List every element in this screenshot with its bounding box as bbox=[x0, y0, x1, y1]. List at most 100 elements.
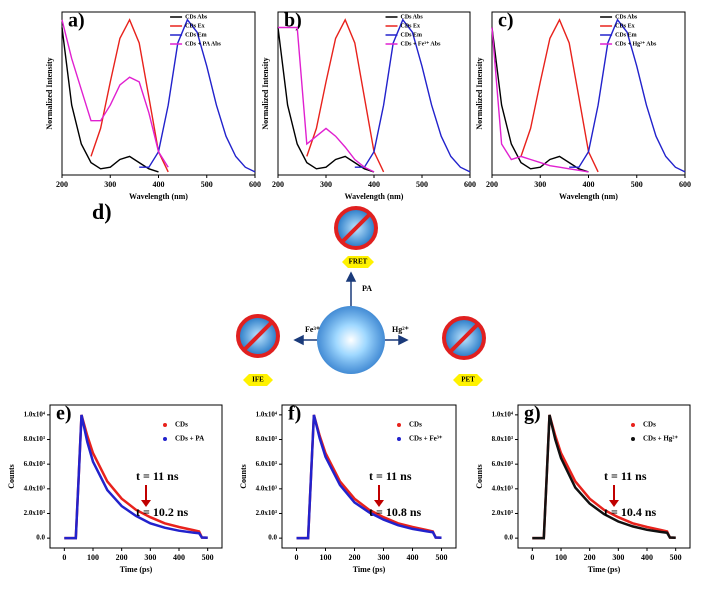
series-line bbox=[354, 18, 471, 173]
y-tick-label: 0.0 bbox=[504, 534, 513, 542]
x-tick-label: 500 bbox=[416, 180, 428, 189]
y-tick-label: 0.0 bbox=[36, 534, 45, 542]
legend-swatch bbox=[631, 423, 635, 427]
series-line bbox=[61, 27, 159, 173]
panel-label: b) bbox=[284, 10, 302, 32]
y-tick-label: 8.0x10³ bbox=[492, 435, 513, 443]
y-axis-label: Normalized Intensity bbox=[45, 57, 54, 129]
y-tick-label: 8.0x10³ bbox=[256, 435, 277, 443]
quencher: PA bbox=[362, 284, 372, 293]
legend-swatch bbox=[163, 423, 167, 427]
legend-swatch bbox=[397, 423, 401, 427]
legend-label: CDs Em bbox=[615, 32, 637, 38]
x-axis-label: Time (ps) bbox=[353, 565, 386, 574]
x-axis-label: Wavelength (nm) bbox=[345, 192, 404, 201]
x-tick-label: 400 bbox=[407, 553, 419, 562]
x-tick-label: 600 bbox=[249, 180, 261, 189]
plot-frame bbox=[517, 404, 691, 549]
legend-swatch bbox=[163, 437, 167, 441]
x-tick-label: 400 bbox=[368, 180, 380, 189]
series-line bbox=[491, 27, 589, 173]
panel-label: g) bbox=[524, 403, 541, 425]
y-tick-label: 4.0x10³ bbox=[256, 484, 277, 492]
x-tick-label: 100 bbox=[87, 553, 99, 562]
annotation: t = 10.2 ns bbox=[136, 505, 189, 519]
legend-label: CDs + Fe³⁺ bbox=[409, 435, 443, 443]
x-tick-label: 300 bbox=[320, 180, 332, 189]
x-tick-label: 500 bbox=[201, 180, 213, 189]
x-tick-label: 0 bbox=[295, 553, 299, 562]
legend-label: CDs Abs bbox=[185, 14, 208, 20]
legend-label: CDs + Hg²⁺ Abs bbox=[615, 40, 657, 47]
panel-label: a) bbox=[68, 10, 85, 32]
x-axis-label: Wavelength (nm) bbox=[559, 192, 618, 201]
x-tick-label: 500 bbox=[631, 180, 643, 189]
x-axis-label: Time (ps) bbox=[588, 565, 621, 574]
plot-frame bbox=[49, 404, 223, 549]
legend-label: CDs Ex bbox=[401, 23, 421, 29]
x-tick-label: 0 bbox=[62, 553, 66, 562]
legend-label: CDs bbox=[175, 421, 188, 429]
legend-label: CDs Ex bbox=[185, 23, 205, 29]
y-tick-label: 0.0 bbox=[268, 534, 277, 542]
legend-label: CDs Abs bbox=[401, 14, 424, 20]
series-line bbox=[491, 27, 589, 173]
annotation: t = 11 ns bbox=[369, 469, 412, 483]
panel-label: e) bbox=[56, 403, 72, 425]
x-tick-label: 300 bbox=[378, 553, 390, 562]
annotation: t = 10.8 ns bbox=[369, 505, 422, 519]
y-tick-label: 6.0x10³ bbox=[492, 460, 513, 468]
y-tick-label: 8.0x10³ bbox=[24, 435, 45, 443]
series-line bbox=[296, 414, 442, 540]
legend-label: CDs + PA bbox=[175, 435, 204, 443]
center-dot bbox=[317, 306, 385, 374]
legend-label: CDs + Hg²⁺ bbox=[643, 435, 678, 443]
legend-label: CDs Em bbox=[401, 32, 423, 38]
x-tick-label: 300 bbox=[144, 553, 156, 562]
x-tick-label: 300 bbox=[104, 180, 116, 189]
x-tick-label: 500 bbox=[436, 553, 448, 562]
series-line bbox=[569, 18, 686, 173]
series-line bbox=[306, 18, 385, 173]
y-axis-label: Normalized Intensity bbox=[261, 57, 270, 129]
annotation-arrowhead bbox=[609, 500, 619, 507]
x-tick-label: 200 bbox=[349, 553, 361, 562]
y-tick-label: 4.0x10³ bbox=[24, 484, 45, 492]
y-tick-label: 6.0x10³ bbox=[256, 460, 277, 468]
x-tick-label: 300 bbox=[534, 180, 546, 189]
legend-label: CDs + PA Abs bbox=[185, 41, 221, 47]
x-tick-label: 200 bbox=[486, 180, 498, 189]
y-tick-label: 1.0x10⁴ bbox=[24, 410, 46, 418]
diagram: d) FRET IFE PET PA Fe³⁺ Hg²⁺ bbox=[92, 199, 486, 386]
x-tick-label: 200 bbox=[272, 180, 284, 189]
annotation-arrowhead bbox=[374, 500, 384, 507]
mechanism: PET bbox=[461, 376, 475, 384]
quencher: Hg²⁺ bbox=[392, 325, 409, 334]
y-tick-label: 4.0x10³ bbox=[492, 484, 513, 492]
x-tick-label: 500 bbox=[202, 553, 214, 562]
series-line bbox=[64, 414, 208, 540]
x-tick-label: 200 bbox=[584, 553, 596, 562]
x-tick-label: 400 bbox=[173, 553, 185, 562]
annotation: t = 11 ns bbox=[136, 469, 179, 483]
y-axis-label: Normalized Intensity bbox=[475, 57, 484, 129]
annotation: t = 10.4 ns bbox=[604, 505, 657, 519]
y-tick-label: 2.0x10³ bbox=[492, 509, 513, 517]
x-tick-label: 200 bbox=[56, 180, 68, 189]
y-tick-label: 6.0x10³ bbox=[24, 460, 45, 468]
panel-label: d) bbox=[92, 199, 112, 224]
x-tick-label: 100 bbox=[320, 553, 332, 562]
x-tick-label: 400 bbox=[583, 180, 595, 189]
mechanism: IFE bbox=[252, 376, 264, 384]
legend-swatch bbox=[397, 437, 401, 441]
legend-label: CDs + Fe³⁺ Abs bbox=[401, 40, 442, 47]
legend-label: CDs Abs bbox=[615, 14, 638, 20]
y-tick-label: 1.0x10⁴ bbox=[256, 410, 278, 418]
panel-label: c) bbox=[498, 10, 514, 32]
x-tick-label: 400 bbox=[153, 180, 165, 189]
legend-label: CDs bbox=[409, 421, 422, 429]
y-tick-label: 2.0x10³ bbox=[24, 509, 45, 517]
series-line bbox=[61, 19, 169, 168]
x-tick-label: 300 bbox=[612, 553, 624, 562]
